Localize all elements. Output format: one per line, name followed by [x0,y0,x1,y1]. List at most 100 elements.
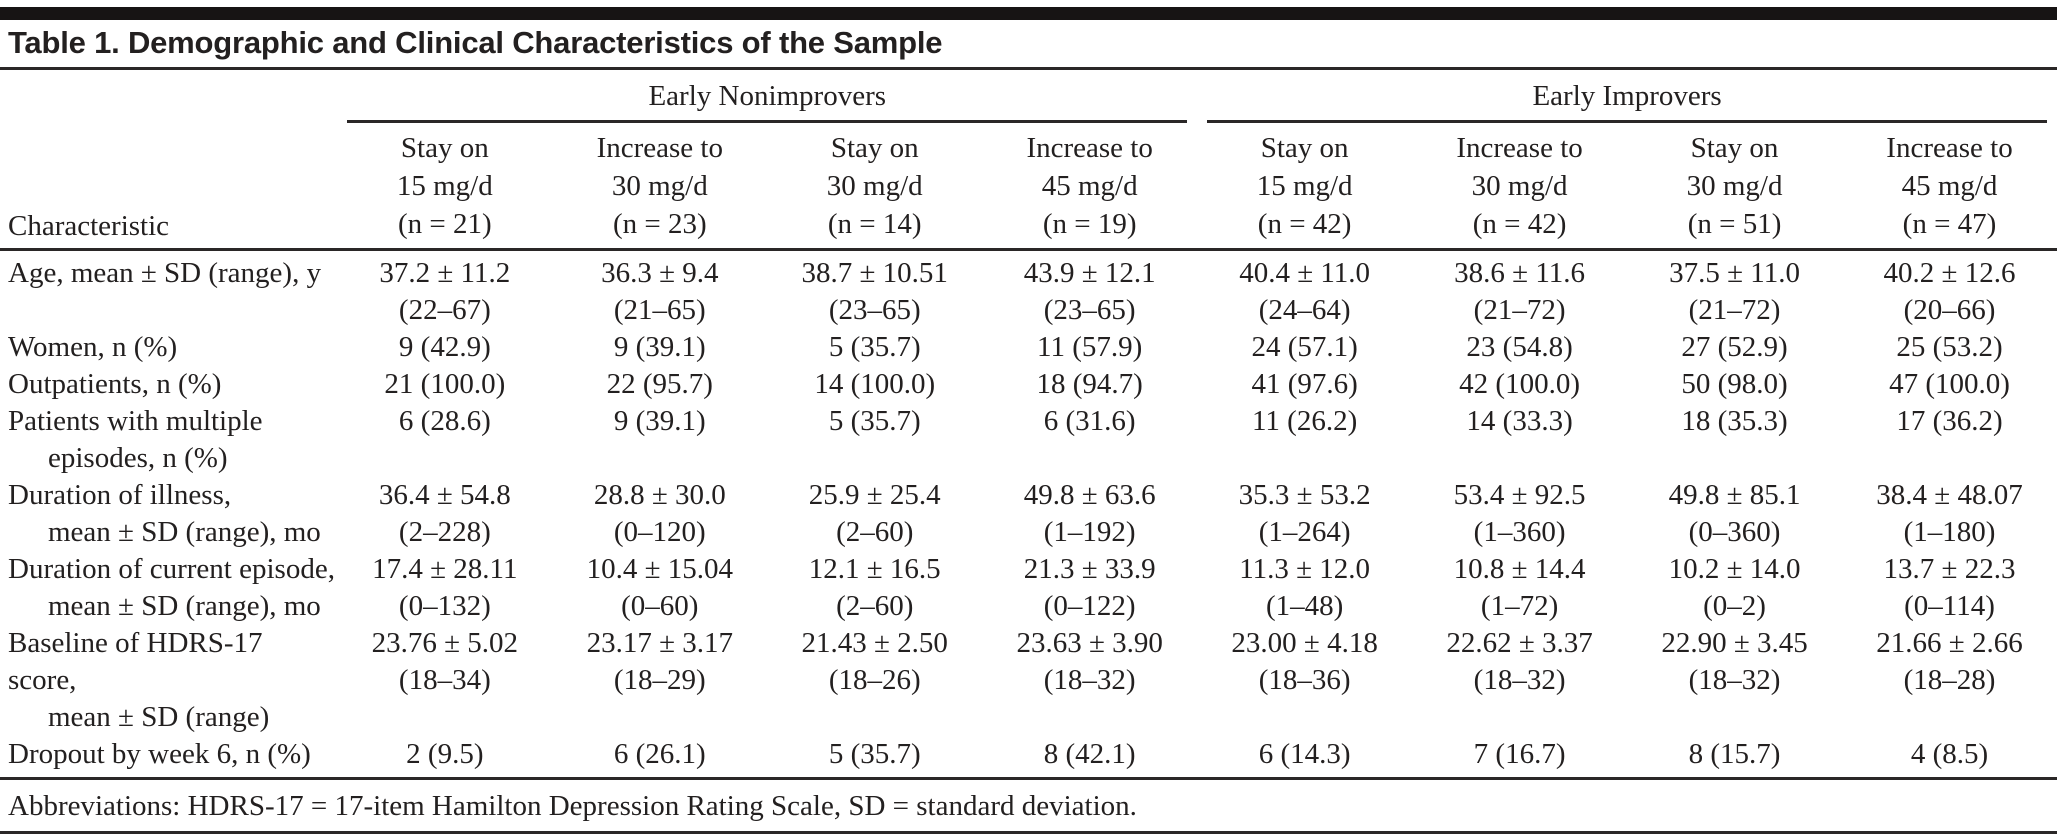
cell-range: (21–65) [613,294,706,326]
cell-range: (18–28) [1903,664,1996,696]
cell-value: 36.3 ± 9.4 [601,257,719,289]
data-cell: 23.76 ± 5.02 (18–34) [337,625,552,736]
cell-range: (1–264) [1258,516,1351,548]
cell-value: 7 (16.7) [1473,738,1566,770]
cell-value: 23.17 ± 3.17 [586,627,733,659]
cell-range: (2–60) [836,590,914,622]
cell-value: 11.3 ± 12.0 [1239,553,1371,585]
data-cell: 49.8 ± 85.1 (0–360) [1627,477,1842,551]
table-row: Duration of illness, mean ± SD (range), m… [0,477,2057,551]
cell-range: (21–72) [1688,294,1781,326]
cell-value: 5 (35.7) [828,738,921,770]
cell-range: (2–228) [398,516,491,548]
cell-value: 40.2 ± 12.6 [1883,257,2016,289]
cell-value: 8 (42.1) [1043,738,1136,770]
cell-value: 41 (97.6) [1251,368,1358,400]
cell-range: (1–72) [1480,590,1559,622]
row-label-line: Duration of current episode, [8,553,335,585]
data-cell: 9 (42.9) [337,329,552,366]
group-header-improvers: Early Improvers [1197,70,2057,123]
cell-value: 14 (100.0) [814,368,936,400]
cell-value: 49.8 ± 85.1 [1668,479,1801,511]
group-header-improvers-label: Early Improvers [1207,78,2047,123]
data-cell: 5 (35.7) [767,403,982,477]
cell-value: 13.7 ± 22.3 [1883,553,2016,585]
cell-value: 17 (36.2) [1896,405,2003,437]
row-label: Dropout by week 6, n (%) [0,736,338,780]
data-cell: 36.4 ± 54.8 (2–228) [337,477,552,551]
cell-value: 17.4 ± 28.11 [372,553,518,585]
row-label-line: Women, n (%) [8,331,178,363]
data-cell: 12.1 ± 16.5 (2–60) [767,551,982,625]
data-cell: 23 (54.8) [1412,329,1627,366]
cell-range: (18–34) [398,664,491,696]
column-header-line: (n = 23) [612,208,707,240]
row-label: Outpatients, n (%) [0,366,337,403]
cell-range: (23–65) [828,294,921,326]
column-header: Increase to 30 mg/d (n = 42) [1412,123,1628,251]
cell-value: 10.4 ± 15.04 [586,553,733,585]
data-cell: 38.7 ± 10.51 (23–65) [767,250,982,330]
characteristic-header: Characteristic [0,123,338,251]
data-cell: 42 (100.0) [1412,366,1627,403]
cell-value: 40.4 ± 11.0 [1239,257,1371,289]
cell-range: (23–65) [1043,294,1136,326]
cell-value: 37.5 ± 11.0 [1669,257,1800,289]
column-header-line: (n = 21) [397,208,492,240]
cell-value: 23.76 ± 5.02 [371,627,519,659]
data-cell: 22.90 ± 3.45 (18–32) [1627,625,1842,736]
cell-range: (24–64) [1258,294,1351,326]
cell-range: (22–67) [398,294,491,326]
data-cell: 40.4 ± 11.0 (24–64) [1197,250,1412,330]
data-cell: 8 (42.1) [982,736,1198,780]
row-label-line: Patients with multiple [8,405,263,437]
cell-value: 14 (33.3) [1466,405,1573,437]
cell-value: 22.90 ± 3.45 [1661,627,1808,659]
data-cell: 35.3 ± 53.2 (1–264) [1197,477,1412,551]
data-cell: 24 (57.1) [1197,329,1412,366]
data-cell: 2 (9.5) [337,736,553,780]
column-header-line: 15 mg/d [1256,170,1353,202]
cell-range: (18–36) [1258,664,1351,696]
column-header-line: Stay on [400,132,489,164]
cell-value: 38.6 ± 11.6 [1454,257,1585,289]
cell-value: 11 (57.9) [1037,331,1143,363]
data-cell: 6 (26.1) [552,736,768,780]
data-cell: 21.43 ± 2.50 (18–26) [767,625,982,736]
data-cell: 18 (94.7) [982,366,1197,403]
cell-range: (0–360) [1688,516,1781,548]
column-header-line: Stay on [1260,132,1349,164]
cell-value: 4 (8.5) [1910,738,1989,770]
row-label-line: episodes, n (%) [48,442,228,474]
cell-value: 21.3 ± 33.9 [1023,553,1156,585]
column-header-line: (n = 42) [1257,208,1352,240]
column-header-line: (n = 51) [1687,208,1782,240]
data-cell: 37.5 ± 11.0 (21–72) [1627,250,1842,330]
cell-value: 11 (26.2) [1252,405,1358,437]
cell-value: 35.3 ± 53.2 [1238,479,1371,511]
table-figure: Table 1. Demographic and Clinical Charac… [0,7,2057,834]
cell-value: 8 (15.7) [1688,738,1781,770]
table-row: Baseline of HDRS-17 score, mean ± SD (ran… [0,625,2057,736]
cell-range: (21–72) [1473,294,1566,326]
column-header-line: Increase to [1456,132,1583,164]
data-cell: 50 (98.0) [1627,366,1842,403]
data-cell: 41 (97.6) [1197,366,1412,403]
cell-value: 28.8 ± 30.0 [593,479,726,511]
data-cell: 53.4 ± 92.5 (1–360) [1412,477,1627,551]
cell-range: (18–32) [1473,664,1566,696]
cell-value: 10.2 ± 14.0 [1668,553,1801,585]
column-header-line: 45 mg/d [1901,170,1998,202]
column-header-line: (n = 14) [827,208,922,240]
data-cell: 27 (52.9) [1627,329,1842,366]
data-cell: 38.4 ± 48.07 (1–180) [1842,477,2057,551]
cell-range: (1–180) [1903,516,1996,548]
cell-range: (18–32) [1043,664,1136,696]
data-cell: 49.8 ± 63.6 (1–192) [982,477,1197,551]
cell-value: 25.9 ± 25.4 [808,479,941,511]
cell-value: 9 (39.1) [613,331,706,363]
column-header-line: 30 mg/d [1686,170,1783,202]
cell-value: 6 (14.3) [1258,738,1351,770]
row-label-line: mean ± SD (range), mo [48,516,321,548]
table-title: Table 1. Demographic and Clinical Charac… [8,25,943,60]
